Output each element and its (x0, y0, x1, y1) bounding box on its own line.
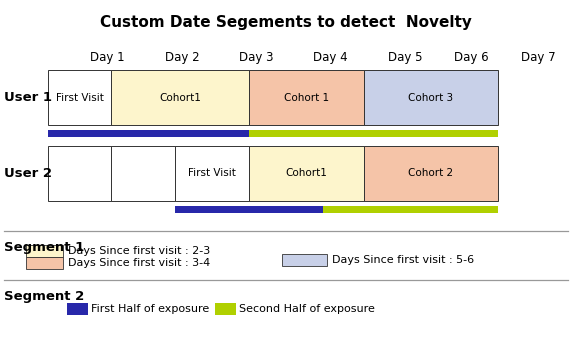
FancyBboxPatch shape (67, 303, 88, 315)
Text: Custom Date Segements to detect  Novelty: Custom Date Segements to detect Novelty (100, 15, 472, 30)
FancyBboxPatch shape (48, 146, 112, 201)
Text: Cohort 3: Cohort 3 (408, 92, 454, 102)
FancyBboxPatch shape (174, 206, 323, 213)
Text: First Visit: First Visit (188, 168, 236, 179)
FancyBboxPatch shape (249, 70, 364, 125)
Text: Day 3: Day 3 (239, 52, 273, 65)
Text: Cohort 1: Cohort 1 (284, 92, 329, 102)
Text: Day 2: Day 2 (165, 52, 199, 65)
FancyBboxPatch shape (283, 253, 327, 266)
Text: Segment 2: Segment 2 (3, 290, 84, 303)
FancyBboxPatch shape (364, 70, 498, 125)
Text: Cohort1: Cohort1 (285, 168, 327, 179)
FancyBboxPatch shape (112, 70, 249, 125)
FancyBboxPatch shape (26, 257, 63, 269)
FancyBboxPatch shape (216, 303, 236, 315)
Text: First Half of exposure: First Half of exposure (90, 304, 209, 314)
FancyBboxPatch shape (48, 130, 249, 137)
Text: User 1: User 1 (3, 91, 51, 104)
Text: Days Since first visit : 3-4: Days Since first visit : 3-4 (68, 258, 210, 268)
FancyBboxPatch shape (174, 146, 249, 201)
Text: Cohort 2: Cohort 2 (408, 168, 454, 179)
Text: Segment 1: Segment 1 (3, 241, 84, 254)
Text: First Visit: First Visit (56, 92, 104, 102)
Text: Days Since first visit : 5-6: Days Since first visit : 5-6 (332, 255, 474, 265)
Text: Day 4: Day 4 (313, 52, 348, 65)
Text: Day 1: Day 1 (90, 52, 125, 65)
FancyBboxPatch shape (48, 70, 112, 125)
FancyBboxPatch shape (249, 130, 498, 137)
FancyBboxPatch shape (112, 146, 174, 201)
Text: Day 6: Day 6 (454, 52, 489, 65)
FancyBboxPatch shape (364, 146, 498, 201)
Text: User 2: User 2 (3, 167, 51, 180)
Text: Second Half of exposure: Second Half of exposure (239, 304, 375, 314)
FancyBboxPatch shape (249, 146, 364, 201)
FancyBboxPatch shape (26, 245, 63, 257)
Text: Day 7: Day 7 (521, 52, 556, 65)
Text: Days Since first visit : 2-3: Days Since first visit : 2-3 (68, 246, 210, 256)
Text: Day 5: Day 5 (388, 52, 422, 65)
Text: Cohort1: Cohort1 (159, 92, 201, 102)
FancyBboxPatch shape (323, 206, 498, 213)
